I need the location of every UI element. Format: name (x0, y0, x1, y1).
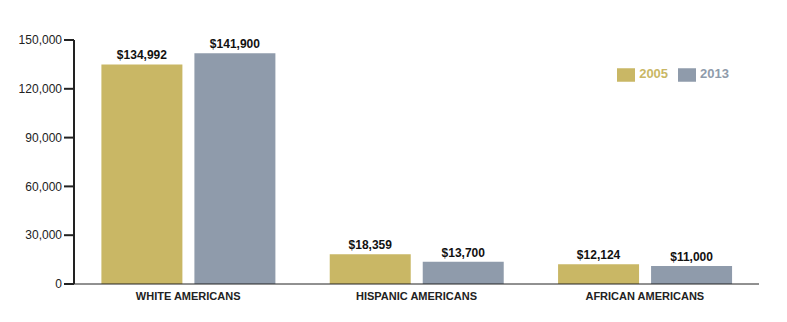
svg-text:150,000: 150,000 (19, 33, 63, 47)
svg-text:90,000: 90,000 (25, 131, 62, 145)
svg-text:0: 0 (55, 277, 62, 291)
svg-text:HISPANIC AMERICANS: HISPANIC AMERICANS (356, 290, 477, 302)
html-text:2005: 2005 (639, 66, 669, 82)
svg-text:120,000: 120,000 (19, 82, 63, 96)
svg-text:$18,359: $18,359 (349, 238, 393, 252)
svg-text:$12,124: $12,124 (577, 248, 621, 262)
svg-text:$11,000: $11,000 (670, 250, 713, 264)
svg-text:$141,900: $141,900 (210, 37, 260, 51)
svg-text:$13,700: $13,700 (442, 246, 486, 260)
html-text:2013: 2013 (700, 66, 729, 82)
svg-text:60,000: 60,000 (25, 180, 62, 194)
svg-text:$134,992: $134,992 (117, 48, 167, 62)
svg-text:AFRICAN AMERICANS: AFRICAN AMERICANS (585, 290, 704, 302)
svg-text:WHITE AMERICANS: WHITE AMERICANS (136, 290, 241, 302)
svg-text:30,000: 30,000 (25, 228, 62, 242)
